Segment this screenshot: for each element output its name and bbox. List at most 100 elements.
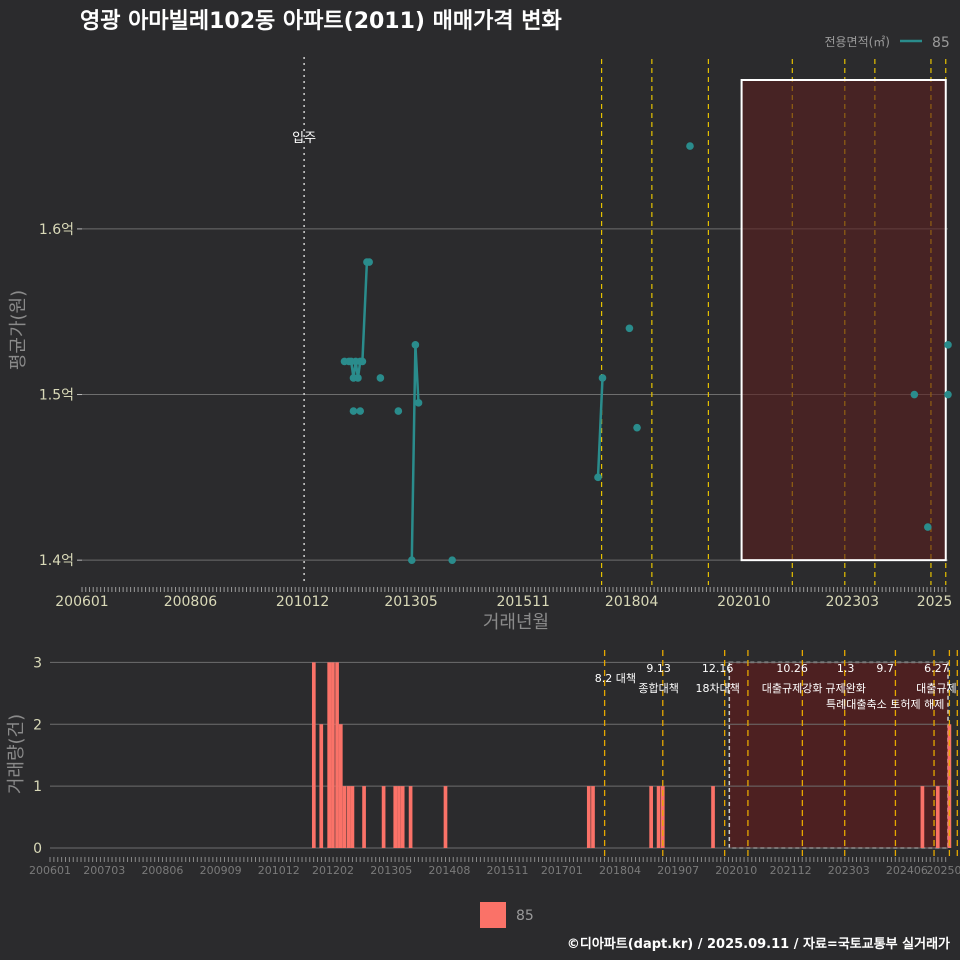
- volume-bar: [400, 786, 405, 848]
- price-x-tick-label: 200601: [55, 594, 108, 610]
- volume-bar: [381, 786, 386, 848]
- policy-note-date: 12.16: [702, 662, 734, 675]
- volume-x-tick-label: 201907: [657, 864, 699, 877]
- volume-bar: [649, 786, 653, 848]
- price-series-line: [596, 377, 604, 478]
- price-point: [625, 324, 634, 333]
- price-point: [924, 523, 932, 531]
- price-series-line: [410, 344, 420, 561]
- volume-bar: [319, 724, 324, 848]
- price-y-axis-title: 평균가(원): [8, 290, 29, 370]
- price-x-tick-label: 201804: [605, 594, 659, 610]
- volume-bar: [408, 786, 413, 848]
- price-point: [411, 341, 420, 349]
- move-in-label: 입주: [292, 131, 316, 146]
- policy-note-label: 대출규제강화: [762, 682, 823, 695]
- price-point: [910, 390, 919, 399]
- price-point: [594, 473, 602, 482]
- price-panel: 입주 200601 200806 201012 201305 201511 201804 2…: [8, 57, 952, 633]
- policy-note-date: 8.2 대책: [595, 672, 636, 685]
- volume-x-tick-label: 200703: [83, 864, 125, 877]
- price-point: [944, 390, 952, 399]
- volume-bar: [311, 662, 316, 848]
- volume-y-tick-label: 3: [33, 655, 42, 671]
- price-point: [686, 142, 694, 150]
- price-point: [407, 556, 416, 564]
- volume-x-tick-label: 202303: [828, 864, 870, 877]
- price-point: [376, 374, 385, 382]
- price-y-tick-label: 1.6억: [39, 222, 74, 238]
- price-x-tick-label: 202010: [717, 594, 770, 610]
- legend-title: 전용면적(㎡): [824, 35, 890, 49]
- volume-bar: [342, 786, 347, 848]
- volume-bar: [346, 786, 351, 848]
- chart-title: 영광 아마빌레102동 아파트(2011) 매매가격 변화: [80, 9, 562, 34]
- volume-bar: [362, 786, 366, 848]
- volume-bar: [947, 724, 952, 848]
- source-caption: ©디아파트(dapt.kr) / 2025.09.11 / 자료=국토교통부 실…: [567, 936, 950, 952]
- price-y-tick-label: 1.5억: [39, 388, 74, 404]
- policy-note-date: 1.3: [837, 662, 855, 675]
- policy-note-date: 10.26: [776, 662, 808, 675]
- price-y-tick-label: 1.4억: [39, 553, 74, 569]
- volume-bar: [327, 662, 332, 848]
- volume-bar: [920, 786, 925, 848]
- volume-y-tick-label: 1: [33, 779, 42, 795]
- highlight-box: [740, 79, 947, 562]
- volume-bar: [338, 724, 343, 848]
- policy-note-date: 9.13: [646, 662, 671, 675]
- policy-note-label: 규제완화: [825, 682, 865, 695]
- volume-x-tick-label: 201305: [370, 864, 412, 877]
- price-point: [356, 407, 364, 415]
- bottom-legend: 85: [480, 902, 534, 928]
- price-point: [358, 357, 367, 366]
- volume-x-tick-label: 201511: [487, 864, 529, 877]
- volume-highlight-box: [728, 661, 949, 849]
- price-point: [349, 407, 358, 415]
- volume-bar: [350, 786, 355, 848]
- price-point: [598, 374, 607, 382]
- volume-bar: [935, 786, 940, 848]
- policy-note-label: 대출규제: [916, 682, 956, 695]
- volume-bar: [443, 786, 448, 848]
- volume-x-tick-label: 201202: [312, 864, 354, 877]
- price-point: [944, 341, 952, 349]
- volume-x-tick-label: 202406: [886, 864, 928, 877]
- price-x-tick-label: 2025: [917, 594, 953, 610]
- volume-bar: [393, 786, 398, 848]
- price-point: [414, 399, 423, 407]
- volume-y-axis-title: 거래량(건): [6, 714, 27, 794]
- legend-label: 85: [932, 35, 950, 51]
- price-x-tick-label: 200806: [164, 594, 218, 610]
- legend-bar-swatch: [480, 902, 506, 928]
- volume-x-tick-label: 202112: [770, 864, 812, 877]
- price-x-tick-label: 202303: [826, 594, 879, 610]
- volume-bar: [660, 786, 665, 848]
- legend-bar-label: 85: [516, 908, 534, 924]
- volume-x-tick-label: 201701: [541, 864, 583, 877]
- price-point: [633, 423, 641, 432]
- policy-note-date: 6.27: [924, 662, 949, 675]
- policy-note-label: 18차대책: [696, 682, 740, 695]
- policy-note-label: 특례대출축소 토허제 해제: [826, 697, 944, 711]
- volume-x-tick-label: 202010: [715, 864, 757, 877]
- price-x-tick-label: 201012: [276, 594, 329, 610]
- volume-bar: [591, 786, 595, 848]
- price-x-axis-title: 거래년월: [483, 612, 549, 633]
- volume-x-tick-label: 200601: [29, 864, 71, 877]
- volume-x-tick-label: 200909: [200, 864, 242, 877]
- volume-bar: [586, 786, 591, 848]
- volume-x-tick-label: 201804: [599, 864, 641, 877]
- price-point: [354, 374, 362, 382]
- price-x-tick-label: 201305: [384, 594, 437, 610]
- volume-y-tick-label: 0: [33, 841, 42, 857]
- volume-x-tick-label: 20250: [927, 864, 960, 877]
- volume-panel: 8.2 대책 9.13 종합대책 12.16 18차대책 10.26 대출규제강화 1.3 규제…: [6, 650, 960, 877]
- policy-note-date: 9.7: [876, 662, 894, 675]
- volume-bar: [331, 662, 335, 848]
- price-point: [394, 407, 403, 415]
- price-x-tick-label: 201511: [496, 594, 549, 610]
- volume-bar: [711, 786, 715, 848]
- volume-y-tick-label: 2: [33, 717, 42, 733]
